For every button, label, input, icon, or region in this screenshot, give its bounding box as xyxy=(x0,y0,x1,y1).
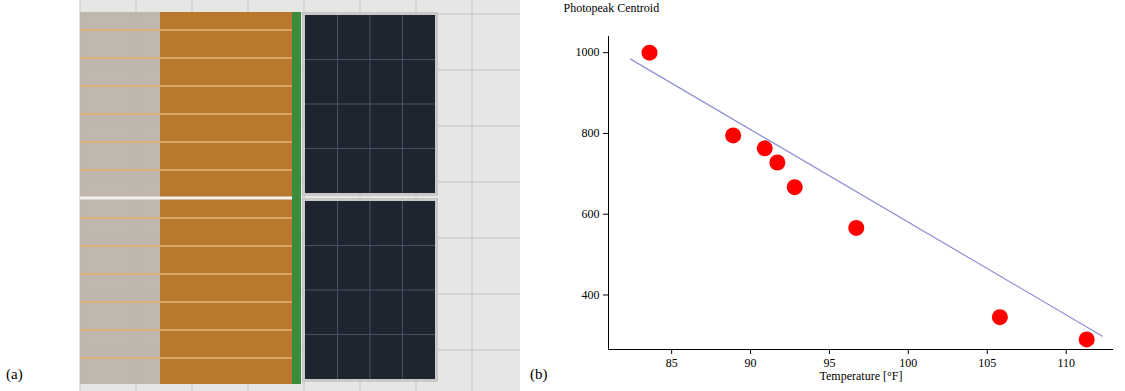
svg-text:105: 105 xyxy=(978,356,996,370)
svg-text:600: 600 xyxy=(582,207,600,221)
svg-text:90: 90 xyxy=(745,356,757,370)
svg-text:1000: 1000 xyxy=(576,45,600,59)
svg-text:400: 400 xyxy=(582,288,600,302)
svg-text:800: 800 xyxy=(582,126,600,140)
html-text:(b): (b) xyxy=(530,366,548,382)
svg-text:Temperature [°F]: Temperature [°F] xyxy=(820,369,903,383)
svg-text:Photopeak Centroid: Photopeak Centroid xyxy=(564,1,660,15)
html-text:(a): (a) xyxy=(6,366,23,382)
svg-text:100: 100 xyxy=(899,356,918,370)
svg-text:110: 110 xyxy=(1057,356,1075,370)
svg-text:85: 85 xyxy=(666,356,678,370)
svg-text:95: 95 xyxy=(823,356,836,370)
